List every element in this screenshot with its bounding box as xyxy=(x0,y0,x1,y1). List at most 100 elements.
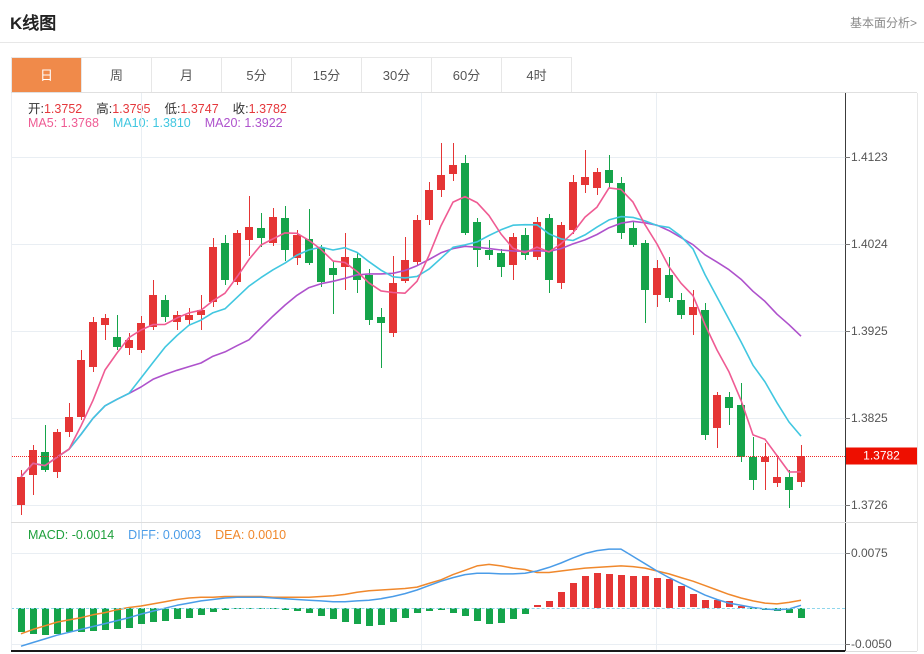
candle-up xyxy=(209,247,217,303)
candle-up xyxy=(437,174,445,191)
macd-bar-negative xyxy=(161,607,169,621)
ma20-value: 1.3922 xyxy=(244,116,283,130)
chart-right-border xyxy=(917,93,918,651)
candle-down xyxy=(545,218,553,280)
close-value: 1.3782 xyxy=(248,102,287,116)
price-tick-mark xyxy=(845,330,850,332)
open-value: 1.3752 xyxy=(43,102,83,116)
candle-up xyxy=(689,306,697,315)
dea-label: DEA: xyxy=(215,528,245,542)
candle-up xyxy=(449,164,457,175)
diff-value: 0.0003 xyxy=(162,528,202,542)
candle-up xyxy=(773,476,781,483)
candle-down xyxy=(461,163,469,234)
macd-bar-positive xyxy=(641,576,649,608)
macd-bar-positive xyxy=(689,594,697,608)
candle-down xyxy=(365,275,373,320)
period-tabbar: 日周月 5分 15分 30分 60分 4时 xyxy=(11,57,572,93)
tab-周[interactable]: 周 xyxy=(82,58,152,93)
page-title: K线图 xyxy=(10,14,57,33)
macd-bar-negative xyxy=(53,607,61,634)
fundamental-analysis-link[interactable]: 基本面分析> xyxy=(849,16,917,30)
macd-bar-negative xyxy=(365,607,373,626)
candle-down xyxy=(521,235,529,256)
price-tick-mark xyxy=(845,157,850,158)
candle-wick xyxy=(452,143,454,181)
candle-down xyxy=(605,170,613,184)
tab-5分[interactable]: 5分 xyxy=(222,58,292,93)
candle-down xyxy=(701,310,709,435)
tab-4时[interactable]: 4时 xyxy=(502,58,572,93)
candle-up xyxy=(17,476,25,505)
ma10-value: 1.3810 xyxy=(152,116,191,130)
tab-月[interactable]: 月 xyxy=(152,58,222,93)
tabbar-bottom-border xyxy=(11,92,917,93)
macd-bar-negative xyxy=(353,607,361,625)
macd-bar-negative xyxy=(65,607,73,633)
candle-down xyxy=(641,242,649,291)
macd-bar-negative xyxy=(41,607,49,635)
macd-bar-negative xyxy=(17,607,25,633)
macd-bar-negative xyxy=(89,607,97,631)
candle-up xyxy=(149,294,157,327)
candle-up xyxy=(761,456,769,463)
candle-up xyxy=(197,309,205,315)
candle-up xyxy=(245,227,253,241)
macd-bar-negative xyxy=(473,607,481,622)
macd-bar-negative xyxy=(341,607,349,623)
macd-bar-negative xyxy=(485,607,493,625)
vertical-gridline xyxy=(421,93,422,651)
candle-up xyxy=(77,360,85,418)
candle-down xyxy=(485,249,493,256)
price-axis-label: 1.3726 xyxy=(851,498,888,512)
candle-down xyxy=(785,476,793,490)
candle-up xyxy=(293,235,301,258)
macd-bar-positive xyxy=(677,585,685,608)
title-divider xyxy=(0,42,924,43)
macd-bar-positive xyxy=(701,599,709,608)
last-price-badge: 1.3782 xyxy=(846,447,917,465)
tab-30分[interactable]: 30分 xyxy=(362,58,432,93)
tab-日[interactable]: 日 xyxy=(12,58,82,93)
candle-up xyxy=(65,417,73,433)
low-value: 1.3747 xyxy=(180,102,219,116)
candle-up xyxy=(125,340,133,349)
candle-down xyxy=(281,218,289,250)
ma-readout: MA5: 1.3768 MA10: 1.3810 MA20: 1.3922 xyxy=(28,116,283,130)
high-label: 高: xyxy=(96,102,113,116)
macd-bar-positive xyxy=(545,600,553,608)
candle-down xyxy=(161,299,169,318)
price-axis-label: 1.3925 xyxy=(851,323,888,338)
candle-down xyxy=(737,405,745,457)
macd-bar-positive xyxy=(605,573,613,608)
price-tick-mark xyxy=(845,418,850,420)
candle-up xyxy=(137,322,145,350)
candle-up xyxy=(269,216,277,243)
macd-tick-mark xyxy=(845,644,850,645)
macd-bar-negative xyxy=(497,607,505,623)
candle-down xyxy=(629,228,637,245)
candle-up xyxy=(569,181,577,230)
candle-down xyxy=(113,336,121,348)
candle-down xyxy=(497,252,505,267)
macd-readout: MACD: -0.0014 DIFF: 0.0003 DEA: 0.0010 xyxy=(28,528,286,542)
macd-bar-negative xyxy=(173,607,181,620)
macd-bar-negative xyxy=(113,607,121,630)
ohlc-readout: 开:1.3752 高:1.3795 低:1.3747 收:1.3782 xyxy=(28,98,287,117)
bottom-border-right xyxy=(845,651,917,652)
price-axis-label: 1.3825 xyxy=(851,411,888,426)
candle-down xyxy=(665,275,673,299)
pane-divider xyxy=(11,522,917,523)
macd-bar-negative xyxy=(377,607,385,625)
candle-up xyxy=(533,221,541,257)
candle-up xyxy=(101,318,109,326)
macd-axis-label: -0.0050 xyxy=(851,637,892,651)
candle-up xyxy=(53,432,61,472)
price-tick-mark xyxy=(845,505,850,506)
tab-60分[interactable]: 60分 xyxy=(432,58,502,93)
tab-15分[interactable]: 15分 xyxy=(292,58,362,93)
candle-down xyxy=(317,248,325,283)
macd-bar-negative xyxy=(125,607,133,628)
price-tick-mark xyxy=(845,243,850,245)
